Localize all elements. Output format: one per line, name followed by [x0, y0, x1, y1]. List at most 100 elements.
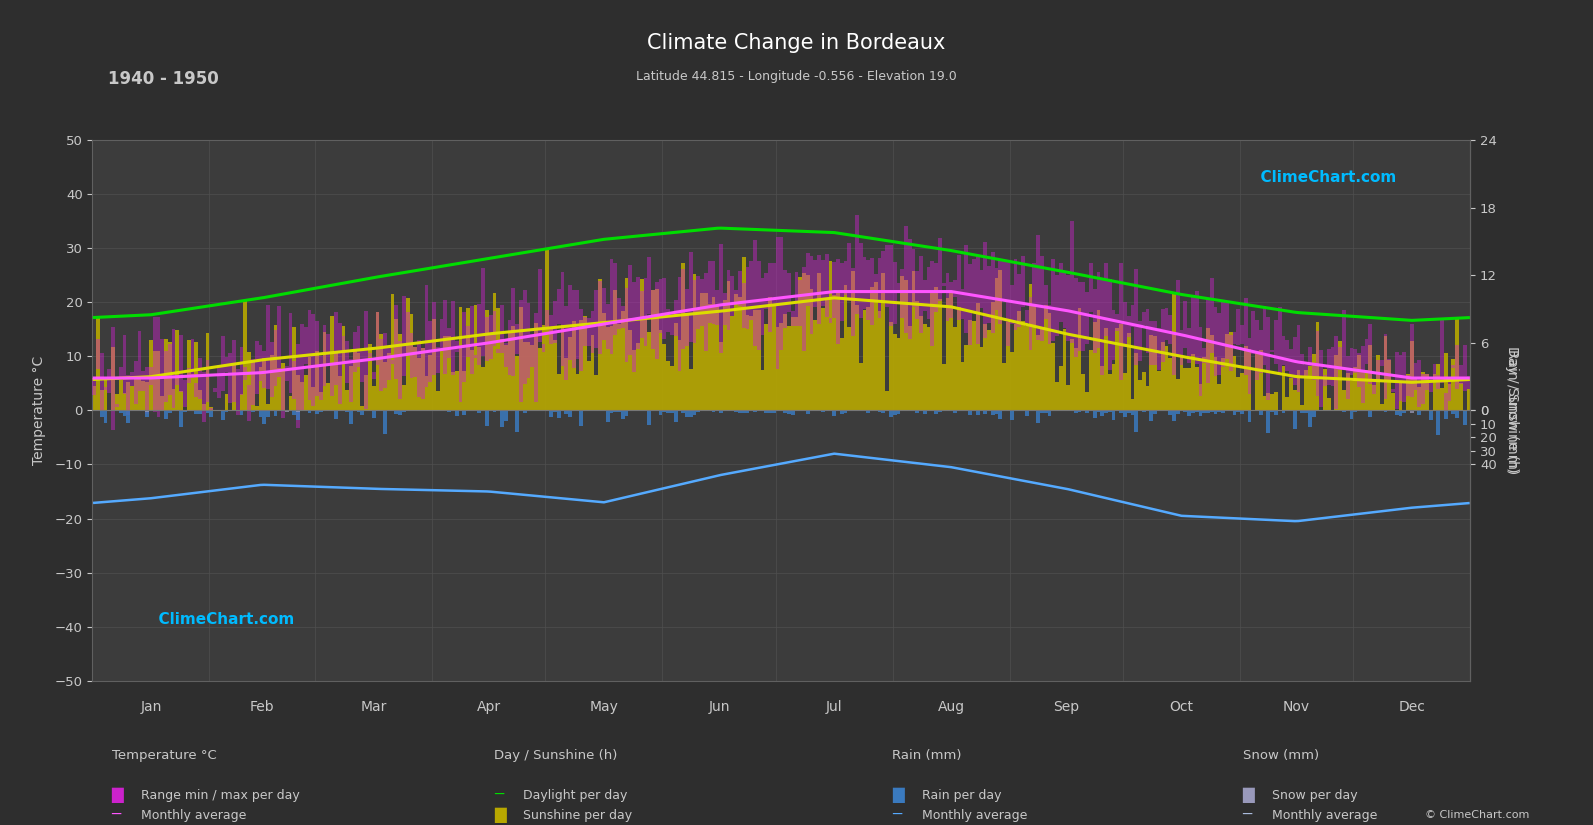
Bar: [164, 351, 167, 402]
Bar: [1426, 374, 1429, 410]
Bar: [1399, 410, 1402, 416]
Bar: [1048, 410, 1051, 416]
Bar: [949, 291, 953, 410]
Bar: [784, 410, 787, 413]
Bar: [1440, 388, 1443, 410]
Bar: [1206, 328, 1209, 410]
Bar: [731, 276, 734, 316]
Bar: [1233, 410, 1236, 416]
Bar: [640, 279, 644, 410]
Bar: [142, 371, 145, 391]
Bar: [112, 347, 115, 410]
Bar: [1131, 305, 1134, 327]
Bar: [288, 396, 293, 410]
Bar: [217, 367, 221, 398]
Bar: [715, 304, 718, 410]
Bar: [859, 363, 862, 410]
Bar: [897, 410, 900, 414]
Bar: [360, 406, 365, 410]
Bar: [92, 379, 96, 394]
Bar: [553, 340, 556, 410]
Bar: [919, 317, 922, 410]
Bar: [346, 410, 349, 412]
Bar: [870, 287, 875, 410]
Bar: [274, 330, 277, 385]
Bar: [398, 334, 401, 410]
Bar: [175, 410, 180, 412]
Bar: [1429, 380, 1432, 393]
Bar: [1399, 382, 1402, 410]
Bar: [1297, 370, 1300, 410]
Bar: [126, 410, 131, 412]
Bar: [398, 410, 401, 415]
Bar: [1443, 353, 1448, 410]
Bar: [1258, 330, 1263, 374]
Bar: [156, 351, 161, 410]
Bar: [658, 279, 663, 333]
Bar: [145, 410, 150, 412]
Bar: [886, 246, 889, 307]
Bar: [274, 410, 277, 416]
Bar: [175, 330, 180, 410]
Bar: [1093, 322, 1096, 410]
Bar: [564, 306, 569, 380]
Bar: [908, 239, 911, 339]
Bar: [760, 370, 765, 410]
Bar: [244, 367, 247, 380]
Bar: [1311, 354, 1316, 410]
Bar: [1090, 263, 1093, 312]
Bar: [341, 326, 346, 410]
Bar: [1294, 390, 1297, 410]
Bar: [820, 308, 825, 410]
Bar: [104, 387, 107, 389]
Bar: [205, 410, 209, 413]
Bar: [1383, 336, 1388, 410]
Bar: [847, 327, 851, 410]
Bar: [357, 326, 360, 367]
Bar: [285, 366, 288, 381]
Bar: [1286, 397, 1289, 410]
Bar: [277, 306, 280, 377]
Bar: [550, 329, 553, 410]
Bar: [636, 342, 640, 410]
Bar: [277, 368, 280, 410]
Bar: [1222, 358, 1225, 410]
Text: Sunshine per day: Sunshine per day: [519, 809, 632, 823]
Bar: [900, 276, 905, 410]
Bar: [621, 410, 624, 419]
Bar: [765, 324, 768, 410]
Bar: [688, 252, 693, 342]
Bar: [1300, 354, 1305, 377]
Bar: [451, 371, 456, 410]
Bar: [346, 341, 349, 383]
Bar: [980, 270, 983, 309]
Bar: [734, 290, 738, 304]
Bar: [1134, 353, 1137, 410]
Bar: [1429, 410, 1432, 420]
Bar: [905, 280, 908, 410]
Bar: [1395, 352, 1399, 409]
Bar: [304, 375, 307, 410]
Bar: [855, 214, 859, 314]
Bar: [1055, 276, 1059, 336]
Bar: [738, 410, 742, 413]
Bar: [112, 327, 115, 430]
Bar: [632, 351, 636, 410]
Bar: [875, 274, 878, 301]
Bar: [726, 281, 731, 410]
Bar: [806, 410, 809, 413]
Bar: [1150, 410, 1153, 421]
Bar: [145, 410, 150, 417]
Bar: [1380, 360, 1383, 366]
Bar: [266, 304, 269, 389]
Bar: [307, 356, 311, 410]
Bar: [1407, 375, 1410, 396]
Bar: [916, 410, 919, 413]
Text: Dec: Dec: [1399, 700, 1426, 714]
Bar: [1104, 262, 1107, 336]
Bar: [1354, 349, 1357, 373]
Bar: [718, 410, 723, 412]
Bar: [376, 313, 379, 410]
Bar: [825, 298, 828, 410]
Bar: [1021, 322, 1024, 410]
